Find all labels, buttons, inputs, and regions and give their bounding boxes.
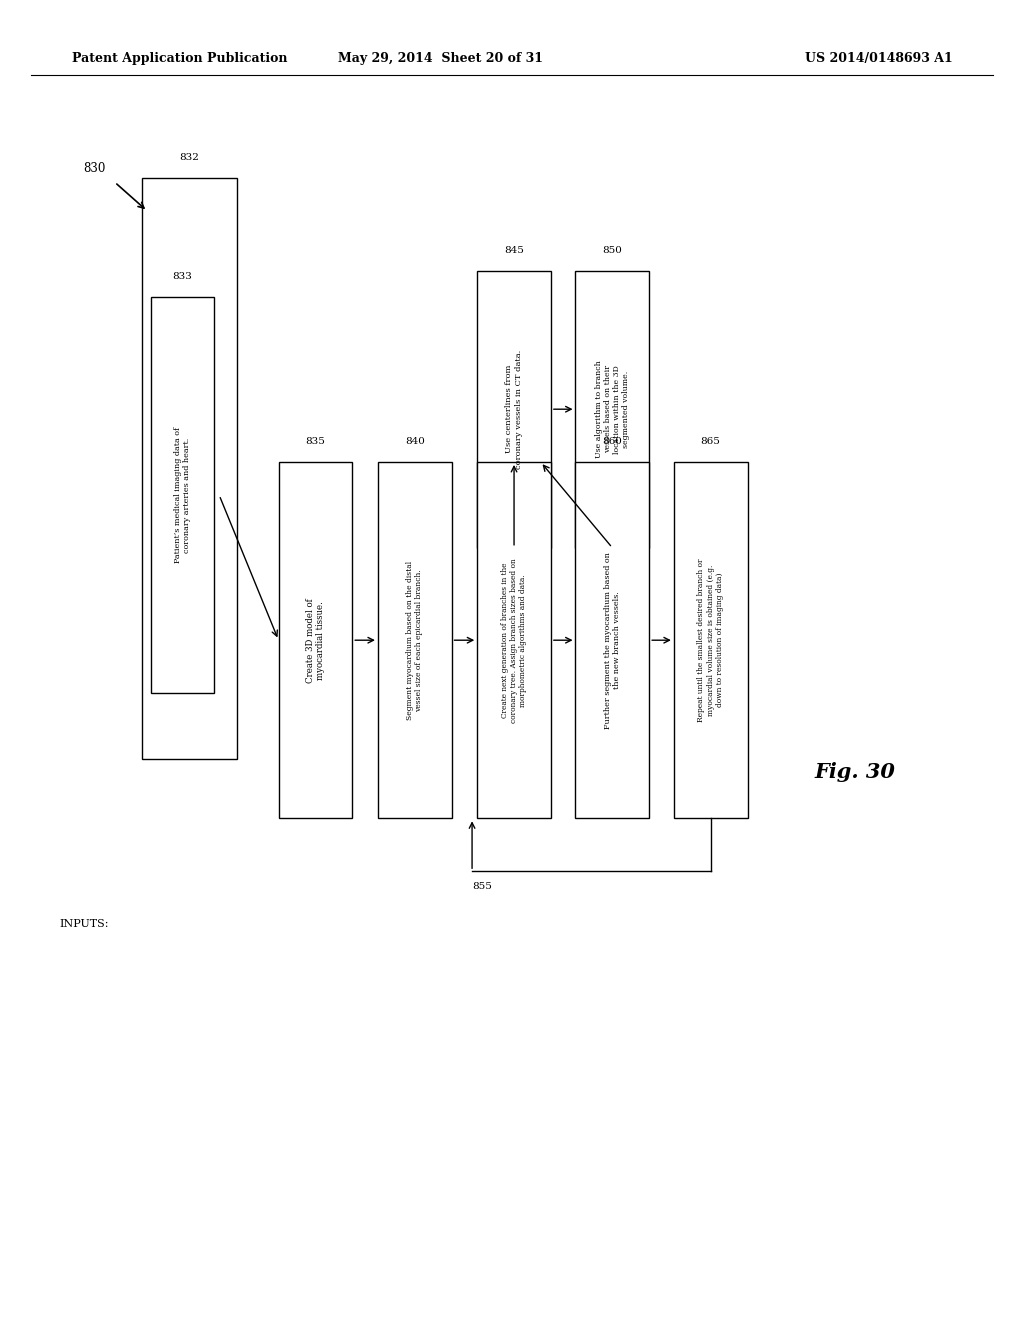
Text: US 2014/0148693 A1: US 2014/0148693 A1 — [805, 51, 952, 65]
Text: 845: 845 — [504, 246, 524, 255]
Bar — [279, 462, 352, 818]
Bar — [674, 462, 748, 818]
Text: Patent Application Publication: Patent Application Publication — [72, 51, 287, 65]
Bar — [378, 462, 452, 818]
Text: 832: 832 — [179, 153, 200, 162]
Bar — [477, 462, 551, 818]
Text: Use algorithm to branch
vessels based on their
location within the 3D
segmented : Use algorithm to branch vessels based on… — [595, 360, 630, 458]
Text: 840: 840 — [404, 437, 425, 446]
Text: Fig. 30: Fig. 30 — [815, 762, 895, 783]
Text: Create 3D model of
myocardial tissue.: Create 3D model of myocardial tissue. — [306, 598, 325, 682]
Text: 833: 833 — [172, 272, 193, 281]
Text: Patient’s medical imaging data of
coronary arteries and heart.: Patient’s medical imaging data of corona… — [174, 426, 190, 564]
Text: 860: 860 — [602, 437, 623, 446]
Text: 830: 830 — [83, 162, 105, 176]
Bar — [142, 178, 237, 759]
Text: 855: 855 — [472, 882, 493, 891]
Text: 835: 835 — [305, 437, 326, 446]
Bar — [151, 297, 214, 693]
Bar — [575, 462, 649, 818]
Text: 850: 850 — [602, 246, 623, 255]
Text: 865: 865 — [700, 437, 721, 446]
Bar — [477, 271, 551, 548]
Text: Use centerlines from
coronary vessels in CT data.: Use centerlines from coronary vessels in… — [506, 350, 522, 469]
Text: Segment myocardium based on the distal
vessel size of each epicardial branch.: Segment myocardium based on the distal v… — [407, 561, 423, 719]
Text: INPUTS:: INPUTS: — [59, 919, 109, 929]
Text: May 29, 2014  Sheet 20 of 31: May 29, 2014 Sheet 20 of 31 — [338, 51, 543, 65]
Text: Repeat until the smallest desired branch or
myocardial volume size is obtained (: Repeat until the smallest desired branch… — [697, 558, 724, 722]
Text: Further segment the myocardium based on
the new branch vessels.: Further segment the myocardium based on … — [604, 552, 621, 729]
Text: Create next generation of branches in the
coronary tree. Assign branch sizes bas: Create next generation of branches in th… — [501, 558, 527, 722]
Bar — [575, 271, 649, 548]
